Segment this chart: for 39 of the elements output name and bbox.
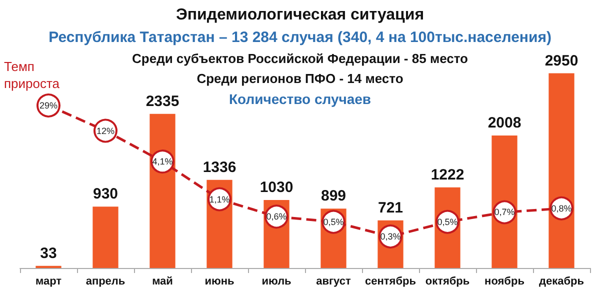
x-tick-label: октябрь: [425, 276, 470, 288]
chart-title: Эпидемиологическая ситуация: [176, 6, 424, 24]
data-label: 1336: [202, 158, 236, 176]
data-label: 0,7%: [494, 207, 515, 218]
data-label: 1030: [260, 179, 294, 196]
chart-subtitle: Республика Татарстан – 13 284 случая (340, 4 на 100тыс.населения): [48, 29, 552, 46]
series-label: Темп прироста: [4, 59, 60, 91]
x-tick-label: август: [316, 276, 352, 288]
x-tick-label: апрель: [86, 276, 126, 288]
data-label: 2950: [544, 52, 578, 70]
data-label: 899: [320, 188, 346, 205]
data-label: 2008: [488, 114, 522, 132]
text: Среди субъектов Российской Федерации - 85 место: [132, 51, 468, 66]
data-label: 930: [92, 186, 118, 203]
data-label: 0,5%: [437, 216, 458, 227]
x-tick-label: ноябрь: [484, 276, 525, 288]
bar: [150, 114, 176, 268]
data-label: 2335: [146, 92, 180, 110]
data-label: 0,5%: [323, 216, 344, 227]
data-label: 0,8%: [551, 203, 572, 214]
data-label: 33: [40, 244, 57, 262]
data-label: 1,1%: [209, 194, 230, 204]
data-label: 12%: [96, 126, 115, 136]
annotation: Среди регионов ПФО - 14 место: [196, 71, 404, 86]
data-label: 721: [378, 199, 404, 216]
x-tick-label: март: [35, 276, 62, 288]
data-label: 1222: [430, 166, 464, 184]
x-tick-label: июнь: [204, 276, 235, 288]
annotation: Количество случаев: [228, 91, 372, 107]
data-label: 0,3%: [380, 232, 401, 242]
x-tick-label: июль: [262, 276, 292, 288]
bar: [548, 73, 574, 268]
data-label: 0,6%: [266, 212, 287, 222]
bar: [92, 206, 118, 268]
x-tick-label: май: [152, 276, 173, 288]
x-tick-label: декабрь: [539, 276, 584, 288]
x-tick-label: сентябрь: [365, 276, 416, 288]
data-label: 4,1%: [152, 156, 173, 167]
data-label: 29%: [39, 100, 58, 110]
